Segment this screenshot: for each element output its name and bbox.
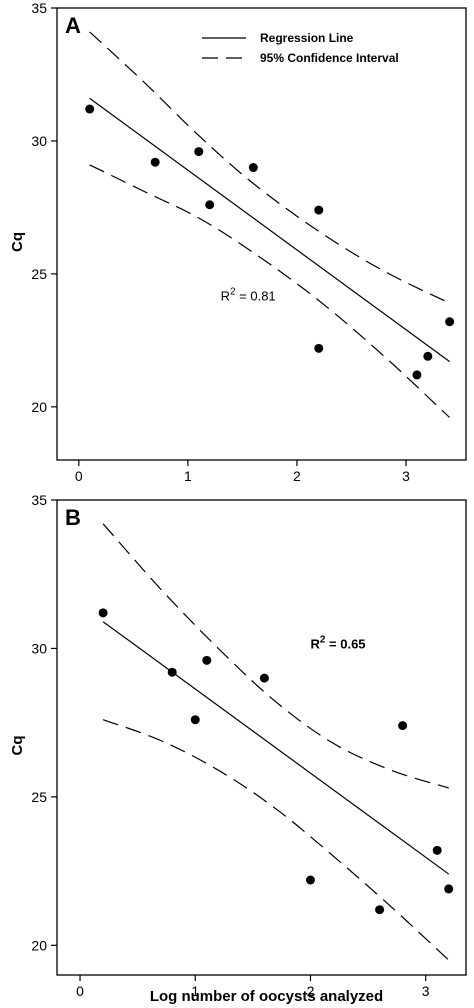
plot-frame <box>56 499 467 976</box>
legend: Regression Line 95% Confidence Interval <box>202 31 399 65</box>
data-point <box>314 343 324 353</box>
r-squared-superscript: 2 <box>320 634 326 645</box>
x-tick-label: 3 <box>402 468 410 484</box>
data-point <box>150 157 160 167</box>
r-squared-annotation: R2 = 0.65 <box>310 634 365 651</box>
x-tick-label: 1 <box>184 468 192 484</box>
y-tick-label: 35 <box>31 492 47 508</box>
y-tick-label: 30 <box>31 640 47 656</box>
r-squared-superscript: 2 <box>230 286 236 297</box>
data-point <box>202 655 212 665</box>
data-point <box>194 147 204 157</box>
r-squared-annotation: R2 = 0.81 <box>221 286 276 303</box>
regression-line <box>102 621 450 875</box>
ci-lower-line <box>89 164 451 418</box>
ci-upper-line <box>89 31 450 304</box>
data-point <box>314 205 324 215</box>
y-tick-label: 25 <box>31 266 47 282</box>
data-point <box>205 200 215 210</box>
data-point <box>398 721 408 731</box>
data-point <box>432 845 442 855</box>
data-point <box>445 317 455 327</box>
y-tick-label: 20 <box>31 399 47 415</box>
data-point <box>423 351 433 361</box>
r-squared-value: = 0.81 <box>236 288 276 303</box>
data-point <box>167 667 177 677</box>
ci-lower-line <box>102 719 450 961</box>
x-axis-label: Log number of oocysts analyzed <box>150 988 383 1005</box>
panel-label: A <box>65 13 81 38</box>
panel-label: B <box>65 505 81 530</box>
r-squared-base: R <box>310 636 320 651</box>
data-point <box>259 673 269 683</box>
plot-frame <box>56 7 467 461</box>
x-tick-label: 0 <box>75 468 83 484</box>
y-axis-label: Cq <box>9 736 26 756</box>
panel-b: 0 1 2 3 20 25 30 35 Cq Log number of oocysts anal… <box>9 492 467 1005</box>
x-tick-label: 1 <box>191 983 199 999</box>
x-tick-label: 2 <box>307 983 315 999</box>
data-point <box>248 163 258 173</box>
legend-label: Regression Line <box>260 31 354 45</box>
data-point <box>375 905 385 915</box>
data-point <box>190 715 200 725</box>
y-tick-label: 20 <box>31 937 47 953</box>
y-axis-label: Cq <box>9 232 26 252</box>
r-squared-value: = 0.65 <box>325 636 365 651</box>
data-point <box>305 875 315 885</box>
x-tick-label: 0 <box>76 983 84 999</box>
data-point <box>412 370 422 380</box>
x-tick-label: 2 <box>293 468 301 484</box>
data-point <box>85 104 95 114</box>
data-point <box>444 884 454 894</box>
y-tick-label: 30 <box>31 133 47 149</box>
ci-upper-line <box>102 523 449 789</box>
data-point <box>98 608 108 618</box>
r-squared-base: R <box>221 288 230 303</box>
y-tick-label: 35 <box>31 0 47 16</box>
legend-label: 95% Confidence Interval <box>260 51 399 65</box>
regression-line <box>89 97 450 363</box>
y-tick-label: 25 <box>31 789 47 805</box>
x-tick-label: 3 <box>422 983 430 999</box>
